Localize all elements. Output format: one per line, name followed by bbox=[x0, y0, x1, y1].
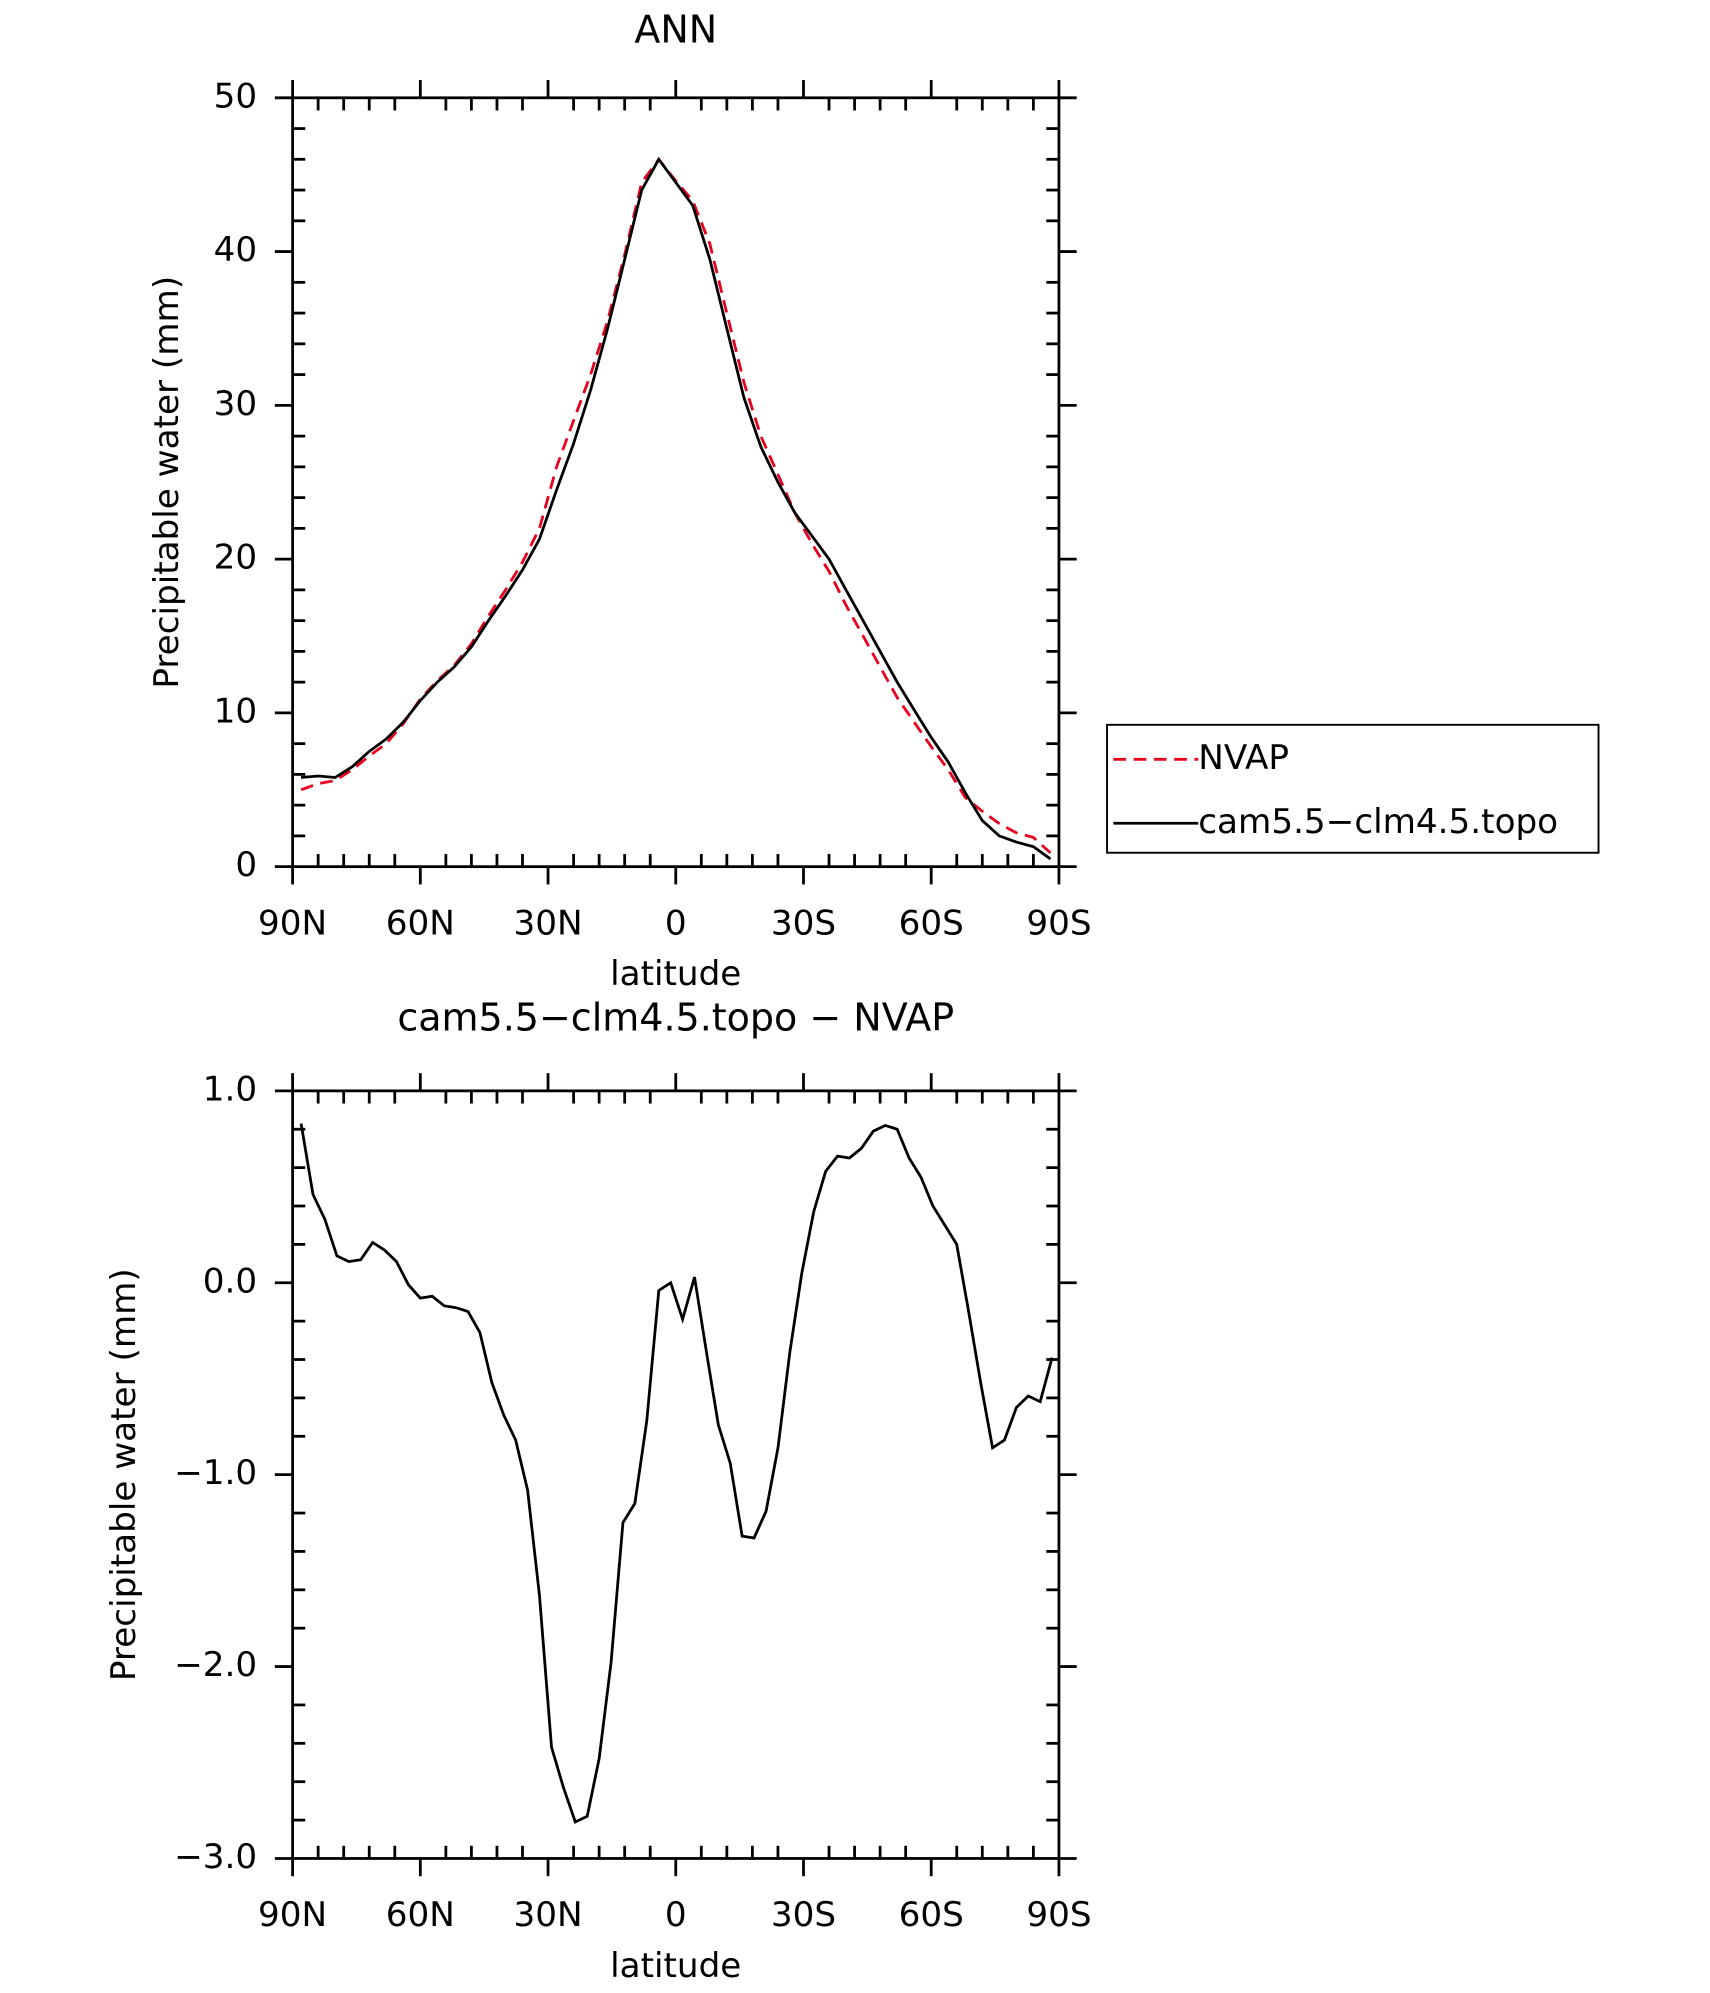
x-tick-label: 90N bbox=[258, 1895, 327, 1935]
data-line bbox=[299, 1123, 1054, 1824]
x-tick-label: 60S bbox=[899, 1895, 964, 1935]
x-tick-label: 90S bbox=[1026, 1895, 1091, 1935]
x-tick-label: 60S bbox=[899, 903, 964, 943]
x-tick-label: 60N bbox=[386, 903, 455, 943]
y-tick-label: −1.0 bbox=[174, 1453, 257, 1493]
y-tick-label: 20 bbox=[214, 538, 258, 578]
y-tick-label: 1.0 bbox=[203, 1069, 257, 1109]
x-tick-label: 0 bbox=[665, 903, 687, 943]
chart-title: ANN bbox=[634, 7, 717, 51]
x-tick-label: 30N bbox=[514, 1895, 583, 1935]
x-axis-label: latitude bbox=[610, 1946, 741, 1986]
plot-frame bbox=[291, 1089, 1061, 1860]
y-tick-label: −3.0 bbox=[174, 1837, 257, 1877]
plot-frame bbox=[291, 96, 1061, 869]
x-tick-label: 30S bbox=[771, 903, 836, 943]
x-axis-label: latitude bbox=[610, 954, 741, 994]
y-axis-label: Precipitable water (mm) bbox=[147, 276, 187, 689]
y-tick-label: 40 bbox=[214, 230, 258, 270]
x-tick-label: 60N bbox=[386, 1895, 455, 1935]
x-tick-label: 90N bbox=[258, 903, 327, 943]
y-tick-label: −2.0 bbox=[174, 1645, 257, 1685]
legend-label: cam5.5−clm4.5.topo bbox=[1198, 802, 1558, 842]
y-tick-label: 0 bbox=[235, 845, 257, 885]
legend-label: NVAP bbox=[1198, 738, 1289, 778]
y-axis-label: Precipitable water (mm) bbox=[104, 1268, 144, 1681]
y-tick-label: 50 bbox=[214, 76, 258, 116]
x-tick-label: 30S bbox=[771, 1895, 836, 1935]
x-tick-label: 90S bbox=[1026, 903, 1091, 943]
legend-box bbox=[1106, 723, 1600, 854]
x-tick-label: 30N bbox=[514, 903, 583, 943]
data-line bbox=[300, 156, 1052, 861]
chart-title: cam5.5−clm4.5.topo − NVAP bbox=[397, 995, 954, 1039]
y-tick-label: 0.0 bbox=[203, 1261, 257, 1301]
y-tick-label: 30 bbox=[214, 384, 258, 424]
x-tick-label: 0 bbox=[665, 1895, 687, 1935]
y-tick-label: 10 bbox=[214, 691, 258, 731]
